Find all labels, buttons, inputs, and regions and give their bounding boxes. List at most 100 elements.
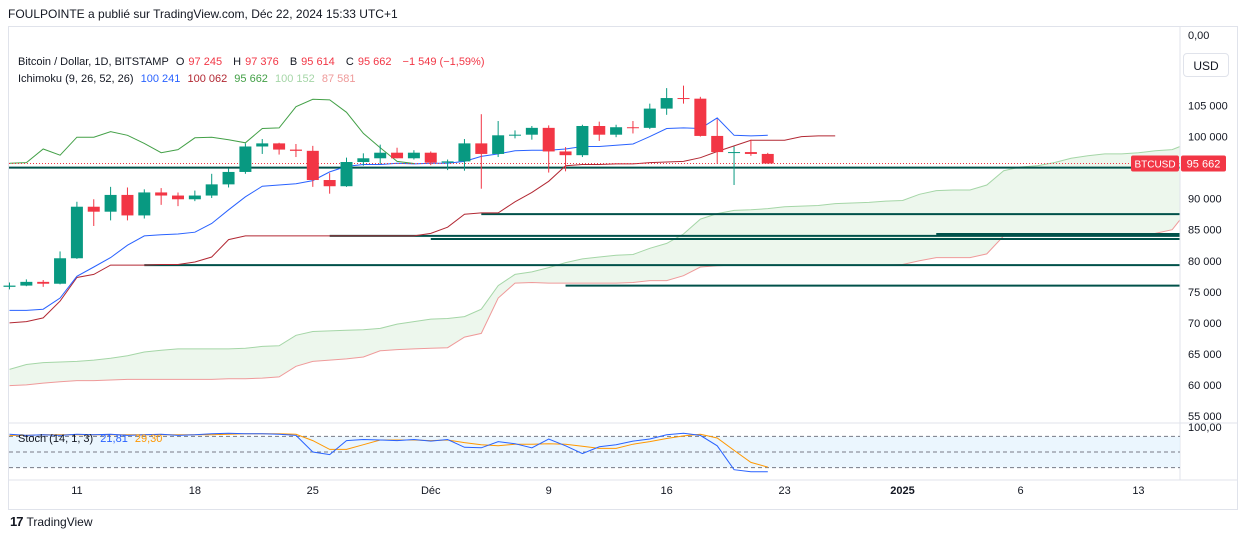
time-tick-label: Déc xyxy=(421,485,441,497)
tradingview-logo-icon: 17 xyxy=(10,514,24,529)
candle xyxy=(239,143,252,174)
stoch-label[interactable]: Stoch (14, 1, 3) xyxy=(18,433,94,445)
candle-body xyxy=(610,127,623,135)
ichimoku-lagging-value: 95 662 xyxy=(234,73,268,85)
time-tick-label: 16 xyxy=(661,485,673,497)
candle xyxy=(306,145,319,187)
candle-body xyxy=(374,152,387,159)
price-tag: BTCUSD 95 662 xyxy=(1131,155,1226,172)
legend-stoch-row: Stoch (14, 1, 3) 21,81 29,30 xyxy=(18,433,166,445)
candle-body xyxy=(458,143,471,162)
open-value: 97 245 xyxy=(188,56,223,68)
candle xyxy=(121,187,134,221)
time-tick-label: 11 xyxy=(71,485,82,497)
candle xyxy=(391,147,404,159)
candle xyxy=(323,173,336,194)
candle-body xyxy=(643,108,656,128)
candle xyxy=(155,188,168,205)
candle-body xyxy=(222,171,235,185)
candle xyxy=(559,147,572,172)
stoch-top-label: 100,00 xyxy=(1188,422,1222,434)
candle-body xyxy=(37,281,50,284)
publish-header: FOULPOINTE a publié sur TradingView.com,… xyxy=(8,7,398,21)
candle-body xyxy=(306,150,319,181)
candle-body xyxy=(289,149,302,151)
price-tick-label: 90 000 xyxy=(1188,194,1222,206)
time-tick-label: 13 xyxy=(1132,485,1144,497)
time-tick-label: 6 xyxy=(1017,485,1023,497)
base-line xyxy=(9,135,836,324)
ichimoku-label[interactable]: Ichimoku (9, 26, 52, 26) xyxy=(18,73,134,85)
candle-body xyxy=(54,258,67,284)
price-tick-label: 100 000 xyxy=(1188,132,1228,144)
footer-brand-label: TradingView xyxy=(26,514,93,529)
conversion-line xyxy=(9,117,768,311)
price-tag-label: 95 662 xyxy=(1187,158,1221,170)
close-label: C xyxy=(345,56,354,68)
candle-body xyxy=(744,152,757,154)
candle-body xyxy=(761,153,774,164)
candle-body xyxy=(155,192,168,196)
candle xyxy=(340,157,353,187)
low-value: 95 614 xyxy=(301,56,335,68)
price-tick-label: 80 000 xyxy=(1188,256,1222,268)
candle-body xyxy=(340,162,353,187)
currency-button[interactable]: USD xyxy=(1183,53,1229,77)
ichimoku-lines xyxy=(9,98,1180,324)
candles xyxy=(3,85,774,290)
low-label: B xyxy=(289,56,298,68)
high-value: 97 376 xyxy=(245,56,279,68)
candle xyxy=(694,96,707,137)
chart-frame[interactable] xyxy=(8,26,1238,510)
candle xyxy=(407,150,420,160)
span-a-line xyxy=(9,129,1181,370)
candle xyxy=(70,201,83,259)
ichimoku-span-a-value: 100 152 xyxy=(275,73,315,85)
open-label: O xyxy=(175,56,185,68)
price-tick-label: 60 000 xyxy=(1188,380,1222,392)
ichimoku-span-b-value: 87 581 xyxy=(321,73,356,85)
candle xyxy=(273,142,286,155)
candle-body xyxy=(660,98,673,109)
candle xyxy=(475,114,488,189)
candle-body xyxy=(424,152,437,163)
footer-brand[interactable]: 17 TradingView xyxy=(10,514,93,529)
horizontal-levels xyxy=(9,166,1180,287)
candle xyxy=(374,144,387,164)
symbol-title[interactable]: Bitcoin / Dollar, 1D, BITSTAMP xyxy=(18,56,169,68)
candle xyxy=(492,121,505,158)
time-tick-label: 23 xyxy=(778,485,790,497)
candle xyxy=(222,168,235,188)
candle xyxy=(3,282,16,290)
candle xyxy=(458,139,471,171)
ichimoku-base-value: 100 062 xyxy=(187,73,228,85)
candle xyxy=(610,124,623,138)
candle-body xyxy=(711,135,724,153)
ichimoku-conversion-value: 100 241 xyxy=(140,73,181,85)
candle-body xyxy=(121,194,134,216)
legend-symbol-row: Bitcoin / Dollar, 1D, BITSTAMP O 97 245 H… xyxy=(18,56,489,68)
price-tag xyxy=(1181,155,1226,172)
candle-body xyxy=(357,158,370,163)
candle-body xyxy=(391,152,404,159)
candle xyxy=(256,139,269,154)
candle xyxy=(660,88,673,115)
change-value: −1 549 (−1,59%) xyxy=(402,56,485,68)
candle xyxy=(20,279,33,287)
candle-body xyxy=(626,127,639,129)
candle-body xyxy=(559,151,572,156)
candle xyxy=(138,189,151,219)
symbol-tag-label: BTCUSD xyxy=(1134,159,1175,170)
candle xyxy=(728,146,741,185)
candle-body xyxy=(593,125,606,135)
time-tick-label: 9 xyxy=(546,485,552,497)
candle xyxy=(205,173,218,199)
candle xyxy=(711,119,724,164)
candle-body xyxy=(728,152,741,154)
candle-body xyxy=(509,134,521,136)
time-tick-label: 25 xyxy=(307,485,319,497)
candle-body xyxy=(694,98,707,136)
time-tick-label: 18 xyxy=(189,485,201,497)
